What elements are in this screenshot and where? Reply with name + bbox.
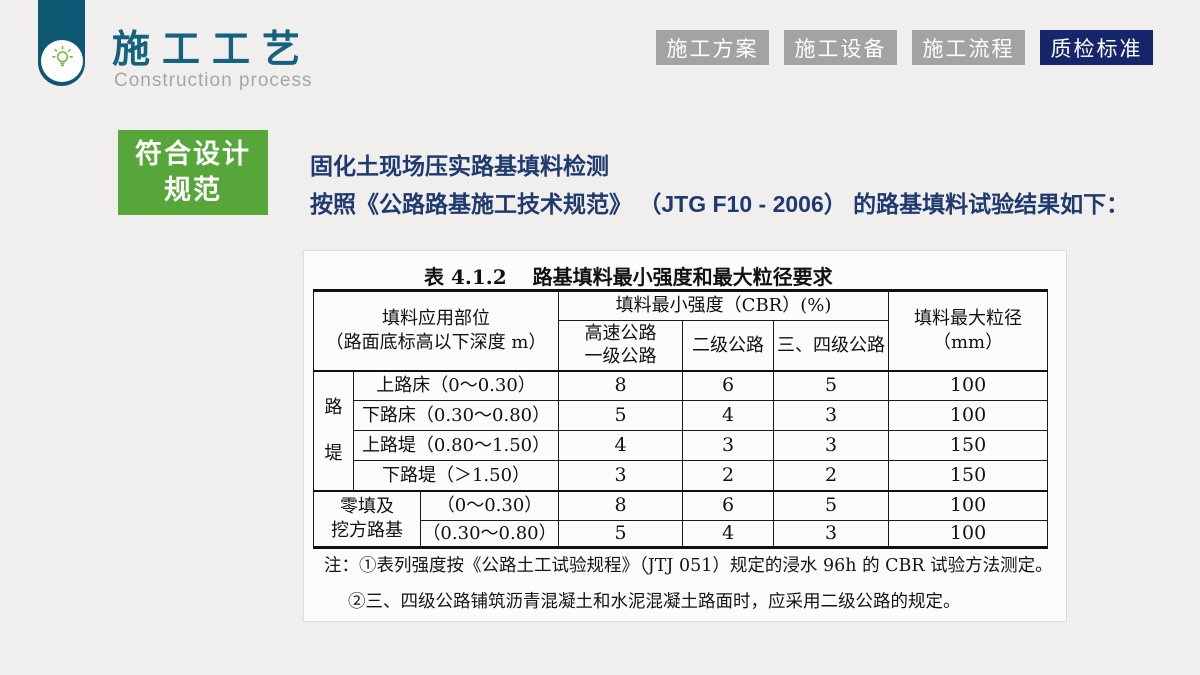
cell-value: 4 <box>558 430 684 461</box>
row-part: （0～0.30） <box>419 490 560 521</box>
group-label-zero-fill-cut: 零填及 挖方路基 <box>313 490 421 548</box>
cell-value: 8 <box>558 490 684 521</box>
cell-value: 5 <box>558 400 684 431</box>
header-expressway-line2: 一级公路 <box>584 346 657 368</box>
header-max-particle-size: 填料最大粒径 （mm） <box>888 290 1049 372</box>
cell-value: 6 <box>682 490 775 521</box>
cell-value: 3 <box>773 430 890 461</box>
table-number: 表 4.1.2 <box>424 265 507 289</box>
row-part: 下路堤（＞1.50） <box>352 460 560 492</box>
cell-value: 3 <box>773 400 890 431</box>
table-note-1: 注：①表列强度按《公路土工试验规程》（JTJ 051）规定的浸水 96h 的 C… <box>324 556 1053 576</box>
standards-table-panel: 表 4.1.2 路基填料最小强度和最大粒径要求 填料应用部位 （路面底标高以下深度… <box>303 250 1067 622</box>
header-grade2: 二级公路 <box>682 320 775 372</box>
cell-value: 5 <box>773 370 890 401</box>
cell-value: 100 <box>888 520 1049 548</box>
group-label-embankment: 路 堤 <box>313 370 354 492</box>
header-badge-circle <box>41 40 83 82</box>
cell-value: 4 <box>682 520 775 548</box>
page-subtitle: Construction process <box>114 70 313 91</box>
header-application-line1: 填料应用部位 <box>382 308 491 330</box>
header-expressway-line1: 高速公路 <box>584 322 657 344</box>
row-part: 上路床（0～0.30） <box>352 370 560 401</box>
header-expressway: 高速公路 一级公路 <box>558 320 684 372</box>
badge-line1: 符合设计 <box>135 139 251 170</box>
table-title: 表 4.1.2 路基填料最小强度和最大粒径要求 <box>424 261 833 290</box>
cell-value: 3 <box>773 520 890 548</box>
cell-value: 150 <box>888 430 1049 461</box>
cell-value: 8 <box>558 370 684 401</box>
tab-quality-standard[interactable]: 质检标准 <box>1040 30 1153 65</box>
header-size-line2: （mm） <box>932 331 1004 353</box>
fill-material-table: 填料应用部位 （路面底标高以下深度 m） 填料最小强度（CBR）(%) 填料最大… <box>312 289 1049 549</box>
cell-value: 100 <box>888 370 1049 401</box>
tab-construction-plan[interactable]: 施工方案 <box>656 30 769 65</box>
page-title: 施工工艺 <box>112 26 313 71</box>
cell-value: 3 <box>558 460 684 492</box>
header-application-line2: （路面底标高以下深度 m） <box>325 331 547 353</box>
header-grade34: 三、四级公路 <box>773 320 890 372</box>
cell-value: 100 <box>888 400 1049 431</box>
cell-value: 5 <box>773 490 890 521</box>
header-size-line1: 填料最大粒径 <box>914 308 1023 330</box>
intro-line1: 固化土现场压实路基填料检测 <box>310 153 609 179</box>
intro-text: 固化土现场压实路基填料检测 按照《公路路基施工技术规范》 （JTG F10 - … <box>310 147 1129 223</box>
row-part: （0.30～0.80） <box>419 520 560 548</box>
header-cbr-group: 填料最小强度（CBR）(%) <box>558 290 890 321</box>
cell-value: 5 <box>558 520 684 548</box>
tab-construction-equipment[interactable]: 施工设备 <box>784 30 897 65</box>
table-note-2: ②三、四级公路铺筑沥青混凝土和水泥混凝土路面时，应采用二级公路的规定。 <box>348 592 961 612</box>
lightbulb-icon <box>49 45 76 77</box>
cell-value: 3 <box>682 430 775 461</box>
zero-fill-line2: 挖方路基 <box>331 519 403 541</box>
nav-tabs: 施工方案 施工设备 施工流程 质检标准 <box>656 30 1153 65</box>
cell-value: 100 <box>888 490 1049 521</box>
embankment-char1: 路 <box>324 396 343 418</box>
cell-value: 2 <box>773 460 890 492</box>
row-part: 下路床（0.30～0.80） <box>352 400 560 431</box>
cell-value: 150 <box>888 460 1049 492</box>
intro-line2: 按照《公路路基施工技术规范》 （JTG F10 - 2006） 的路基填料试验结… <box>310 191 1130 217</box>
cell-value: 4 <box>682 400 775 431</box>
cell-value: 2 <box>682 460 775 492</box>
cell-value: 6 <box>682 370 775 401</box>
design-compliance-badge: 符合设计 规范 <box>118 130 268 215</box>
badge-line2: 规范 <box>164 174 222 205</box>
embankment-char2: 堤 <box>324 443 343 465</box>
header-application: 填料应用部位 （路面底标高以下深度 m） <box>312 290 560 372</box>
zero-fill-line1: 零填及 <box>340 496 394 518</box>
row-part: 上路堤（0.80～1.50） <box>352 430 560 461</box>
table-title-text: 路基填料最小强度和最大粒径要求 <box>532 265 833 289</box>
tab-construction-flow[interactable]: 施工流程 <box>912 30 1025 65</box>
